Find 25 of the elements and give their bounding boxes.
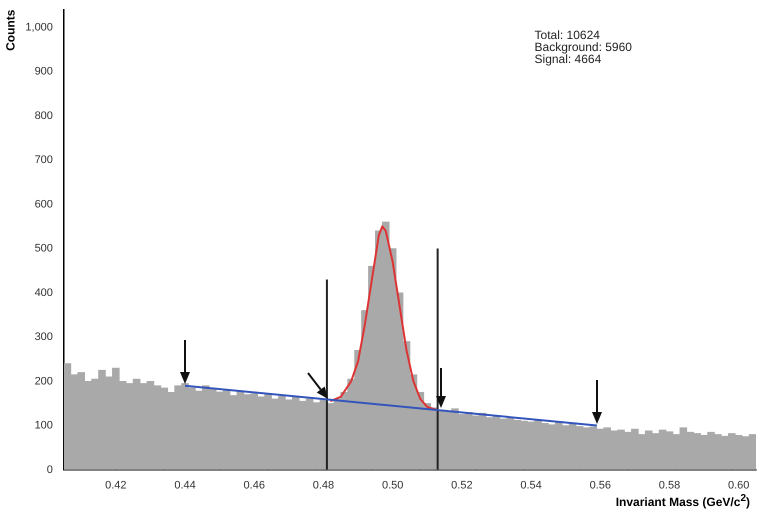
y-tick-label: 800 <box>34 110 53 122</box>
x-tick-label: 0.42 <box>105 479 127 492</box>
y-tick-label: 1,000 <box>25 21 53 34</box>
y-tick-label: 0 <box>46 464 53 476</box>
y-tick-label: 500 <box>34 242 53 255</box>
x-tick-label: 0.58 <box>658 479 680 492</box>
x-tick-label: 0.44 <box>174 479 196 492</box>
annotation: Background: 5960 <box>534 40 632 54</box>
x-tick-label: 0.56 <box>590 479 611 492</box>
y-tick-label: 900 <box>34 66 53 78</box>
x-tick-label: 0.52 <box>451 479 473 492</box>
x-tick-label: 0.50 <box>382 479 404 492</box>
y-axis-title: Counts <box>4 9 18 51</box>
x-axis-title: Invariant Mass (GeV/c$^{2}$) <box>616 493 750 509</box>
x-tick-label: 0.60 <box>728 479 750 492</box>
y-tick-label: 300 <box>34 331 53 344</box>
y-tick-label: 700 <box>34 154 53 166</box>
y-tick-label: 100 <box>34 420 53 432</box>
x-tick-label: 0.54 <box>520 479 542 492</box>
y-tick-label: 600 <box>34 198 53 210</box>
x-tick-label: 0.46 <box>244 479 265 492</box>
x-tick-label: 0.48 <box>312 479 334 492</box>
y-tick-label: 400 <box>34 286 53 299</box>
y-tick-label: 200 <box>34 375 53 388</box>
annotation: Total: 10624 <box>534 28 600 42</box>
